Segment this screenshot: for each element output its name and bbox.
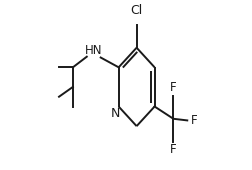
Text: F: F xyxy=(191,114,197,127)
Text: F: F xyxy=(170,81,177,94)
Text: Cl: Cl xyxy=(131,4,143,17)
Text: N: N xyxy=(111,107,120,120)
Text: F: F xyxy=(170,142,177,156)
Text: HN: HN xyxy=(85,44,102,57)
